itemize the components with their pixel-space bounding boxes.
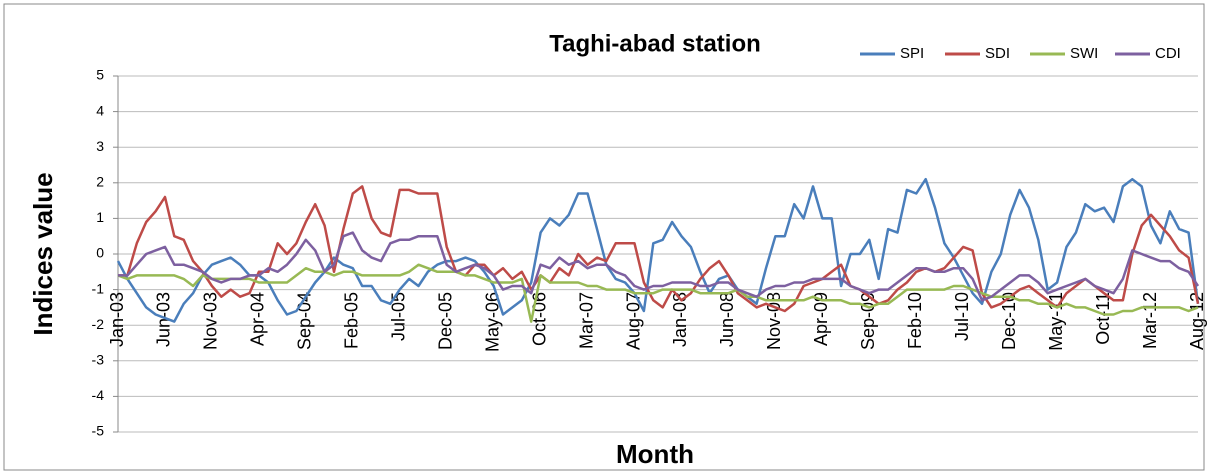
y-tick-label: -3 bbox=[92, 352, 105, 368]
x-tick-label: Jul-05 bbox=[388, 292, 408, 341]
legend-label: SDI bbox=[985, 45, 1010, 62]
y-tick-label: 1 bbox=[96, 209, 104, 225]
x-tick-label: Dec-05 bbox=[435, 292, 455, 350]
series-line bbox=[118, 185, 1200, 313]
y-tick-label: -1 bbox=[92, 280, 105, 296]
chart-border bbox=[3, 3, 1205, 471]
y-tick-label: -2 bbox=[92, 316, 105, 332]
x-tick-label: Aug-12 bbox=[1187, 292, 1207, 350]
y-tick-label: 3 bbox=[96, 138, 104, 154]
x-axis-label: Month bbox=[616, 439, 694, 469]
x-tick-label: May-06 bbox=[482, 292, 502, 352]
y-tick-label: 5 bbox=[96, 67, 104, 83]
y-tick-label: 0 bbox=[96, 245, 104, 261]
legend-label: SWI bbox=[1070, 45, 1098, 62]
series-line bbox=[118, 231, 1200, 302]
y-axis-label: Indices value bbox=[28, 172, 58, 335]
x-tick-label: Feb-05 bbox=[342, 292, 362, 349]
x-tick-label: Apr-09 bbox=[811, 292, 831, 346]
series-line bbox=[116, 177, 1200, 323]
legend-label: CDI bbox=[1155, 45, 1181, 62]
x-tick-label: Nov-03 bbox=[201, 292, 221, 350]
x-tick-label: Mar-12 bbox=[1140, 292, 1160, 349]
legend-label: SPI bbox=[900, 45, 924, 62]
chart-title: Taghi-abad station bbox=[549, 30, 761, 57]
x-tick-label: Oct-11 bbox=[1093, 292, 1113, 345]
x-tick-label: Jul-10 bbox=[952, 292, 972, 341]
series-line bbox=[117, 263, 1199, 323]
x-tick-label: Mar-07 bbox=[576, 292, 596, 349]
y-tick-label: -4 bbox=[92, 387, 105, 403]
x-tick-label: Nov-08 bbox=[764, 292, 784, 350]
x-tick-label: Aug-07 bbox=[623, 292, 643, 350]
y-tick-label: -5 bbox=[92, 423, 105, 439]
x-tick-label: Jun-03 bbox=[154, 292, 174, 347]
x-tick-label: Jan-08 bbox=[670, 292, 690, 347]
y-tick-label: 2 bbox=[96, 174, 104, 190]
x-tick-label: Apr-04 bbox=[248, 292, 268, 346]
x-tick-label: Feb-10 bbox=[905, 292, 925, 349]
x-tick-label: Jun-08 bbox=[717, 292, 737, 347]
x-tick-label: Dec-10 bbox=[999, 292, 1019, 350]
x-tick-label: Jan-03 bbox=[107, 292, 127, 347]
y-tick-label: 4 bbox=[96, 102, 104, 118]
